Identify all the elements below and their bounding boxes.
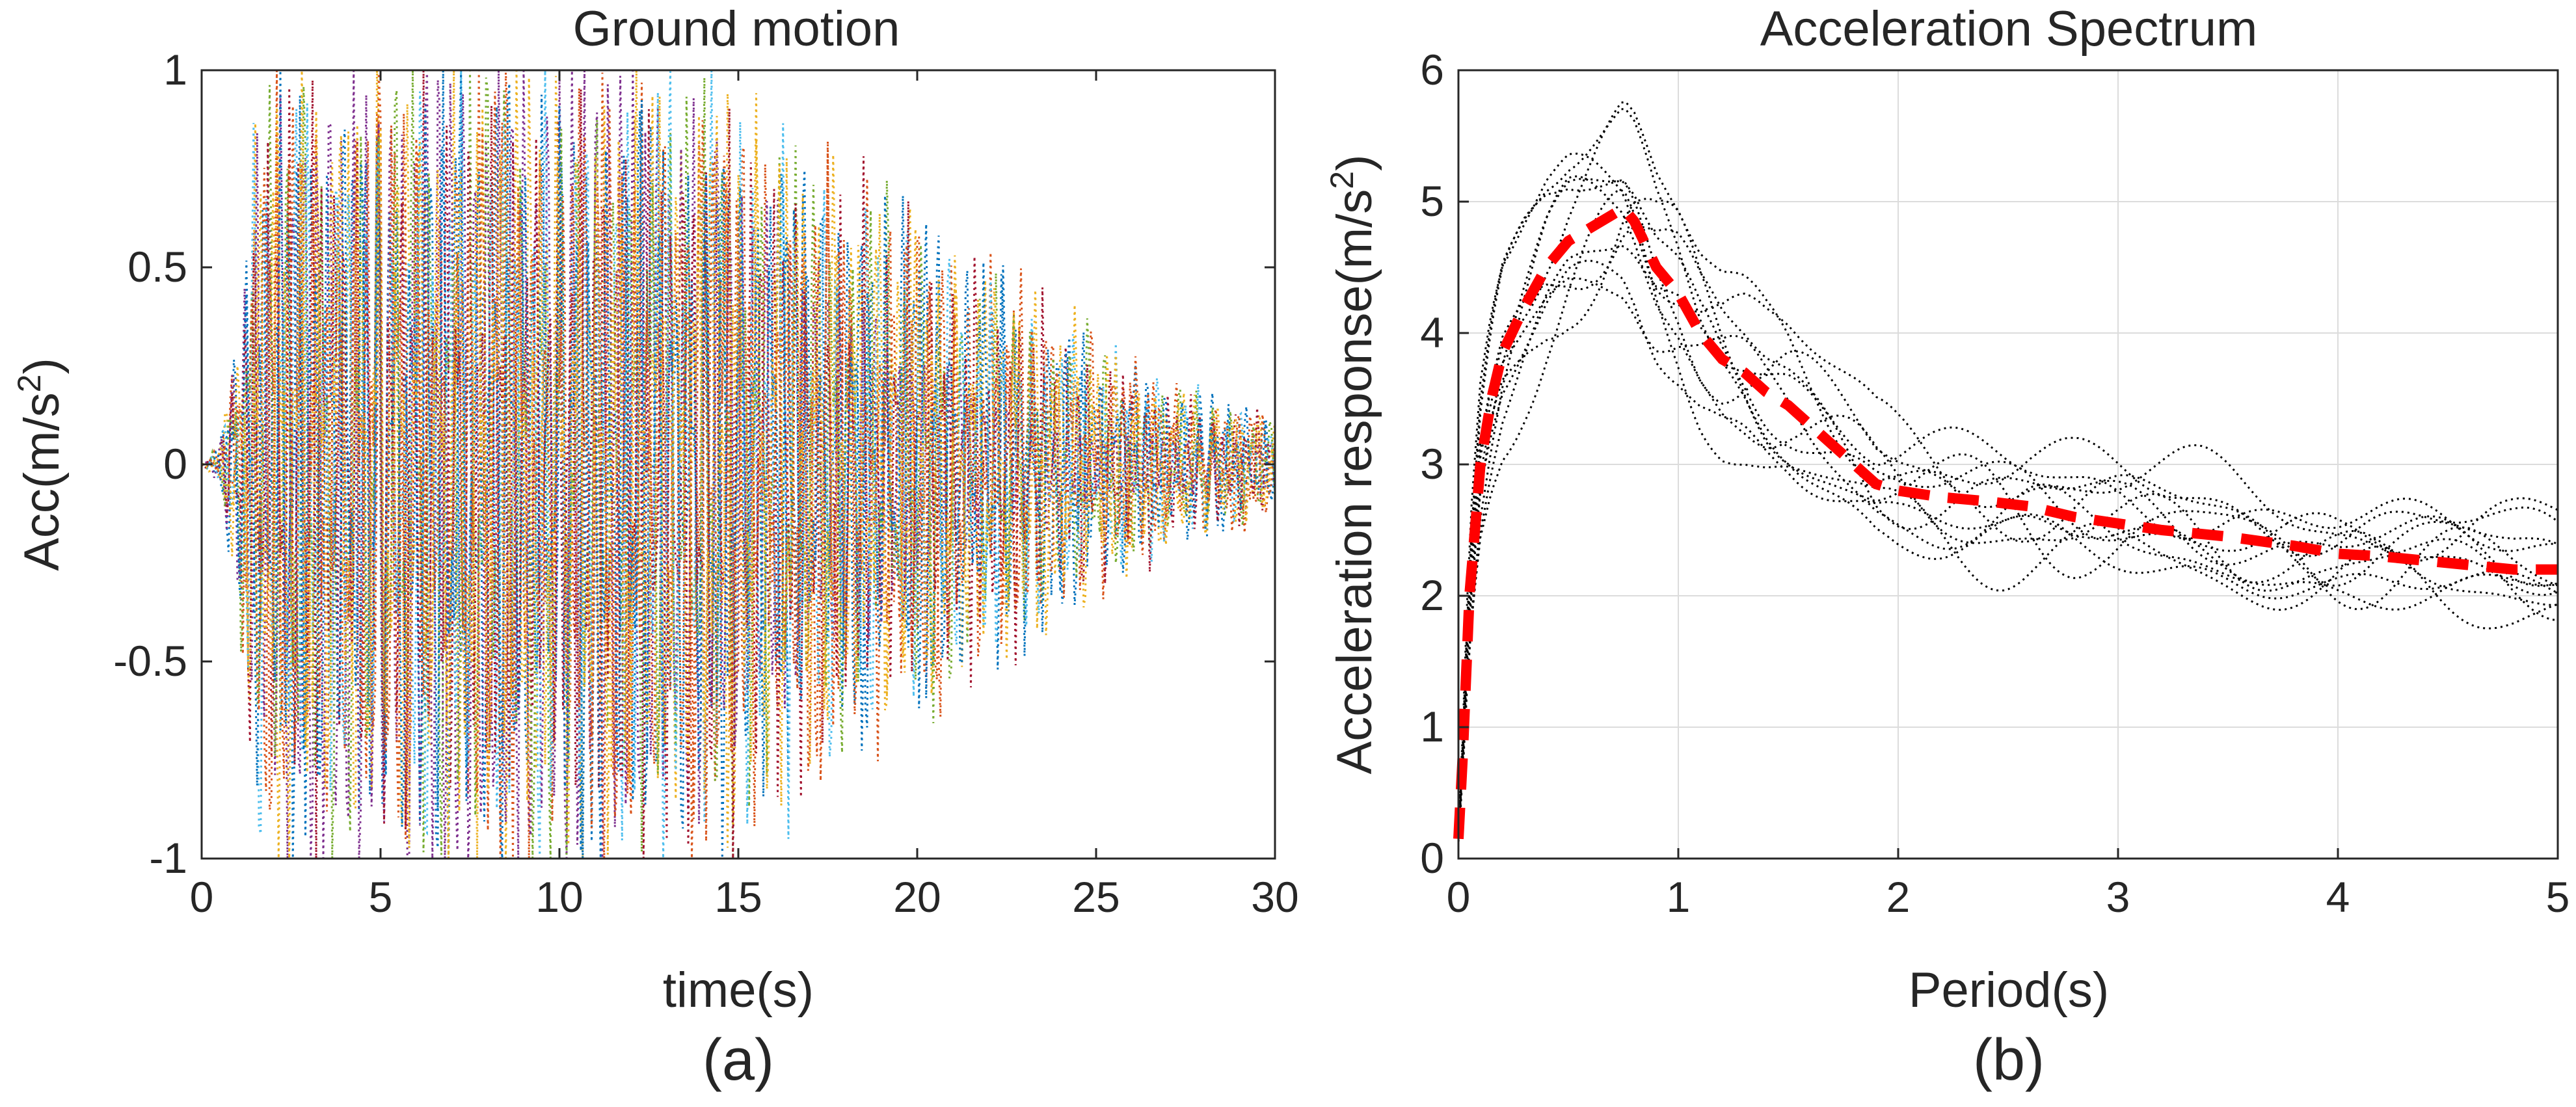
- panel-a-y-tick-label: 0: [163, 440, 187, 488]
- panel-b-x-tick-label: 3: [2106, 873, 2130, 921]
- panel-b-x-axis-label: Period(s): [1909, 963, 2109, 1018]
- panel-b-y-tick-label: 0: [1420, 834, 1444, 882]
- panel-a-y-axis-label: Acc(m/s2): [11, 358, 70, 571]
- panel-b-y-tick-label: 4: [1420, 308, 1444, 356]
- panel-b-individual-spectrum: [1457, 277, 2558, 838]
- panel-a-x-axis-label: time(s): [663, 963, 814, 1018]
- panel-b-x-tick-label: 1: [1667, 873, 1691, 921]
- panel-a-ground-motion-record: [201, 70, 1276, 859]
- panel-b-x-tick-label: 0: [1447, 873, 1471, 921]
- panel-a-x-tick-label: 15: [714, 873, 762, 921]
- panel-a-ground-motion-record: [200, 70, 1276, 859]
- panel-a-x-tick-label: 30: [1251, 873, 1298, 921]
- panel-a-x-tick-label: 5: [369, 873, 393, 921]
- panel-a-y-tick-label: -1: [149, 834, 187, 882]
- panel-a-series-group: [200, 70, 1276, 860]
- panel-b-individual-spectrum: [1457, 175, 2558, 842]
- panel-b-ticks: 0 1 2 3 4 5 0 1 2 3 4 5 6: [1420, 46, 2569, 921]
- panel-a-y-tick-label: 0.5: [127, 243, 187, 291]
- panel-a-ground-motion-record: [201, 70, 1276, 860]
- panel-b-individual-spectrum: [1457, 225, 2558, 838]
- panel-b-mean-spectrum: [1453, 201, 2558, 840]
- panel-a-axes-box: [200, 69, 1276, 860]
- panel-b-axes-box: [1457, 69, 2559, 860]
- panel-a-title: Ground motion: [573, 1, 900, 57]
- panel-b-x-tick-label: 2: [1886, 873, 1911, 921]
- panel-a-label: (a): [703, 1028, 774, 1093]
- panel-b-series-group: [1453, 101, 2558, 842]
- panel-a-x-tick-label: 20: [893, 873, 941, 921]
- panel-a-ground-motion-record: [201, 70, 1276, 859]
- panel-b-acceleration-spectrum: Acceleration Spectrum 0 1 2 3 4 5 0 1 2 3 4 5 6 Peri…: [1324, 1, 2569, 1093]
- panel-b-label: (b): [1973, 1028, 2045, 1093]
- panel-b-individual-spectrum: [1457, 189, 2558, 842]
- panel-a-x-tick-label: 0: [190, 873, 214, 921]
- panel-a-y-tick-label: -0.5: [113, 637, 187, 685]
- panel-b-x-tick-label: 4: [2326, 873, 2350, 921]
- panel-a-ticks: 0 5 10 15 20 25 30 -1 -0.5 0 0.5 1: [113, 46, 1298, 921]
- panel-b-x-tick-label: 5: [2546, 873, 2570, 921]
- panel-b-individual-spectrum: [1457, 260, 2558, 840]
- panel-a-x-tick-label: 25: [1072, 873, 1120, 921]
- panel-a-y-tick-label: 1: [163, 46, 187, 94]
- panel-b-title: Acceleration Spectrum: [1760, 1, 2258, 57]
- panel-b-y-axis-label: Acceleration response(m/s2): [1324, 155, 1382, 775]
- panel-b-y-tick-label: 6: [1420, 46, 1444, 94]
- panel-b-y-tick-label: 1: [1420, 702, 1444, 751]
- panel-a-x-tick-label: 10: [535, 873, 583, 921]
- panel-b-y-tick-label: 5: [1420, 177, 1444, 225]
- panel-b-y-tick-label: 2: [1420, 571, 1444, 619]
- panel-a-ground-motion: Ground motion 0 5 10 15 20 25 30 -1 -0.5 0 0.5 1 ti…: [11, 1, 1299, 1093]
- panel-b-individual-spectrum: [1457, 101, 2558, 838]
- panel-b-y-tick-label: 3: [1420, 440, 1444, 488]
